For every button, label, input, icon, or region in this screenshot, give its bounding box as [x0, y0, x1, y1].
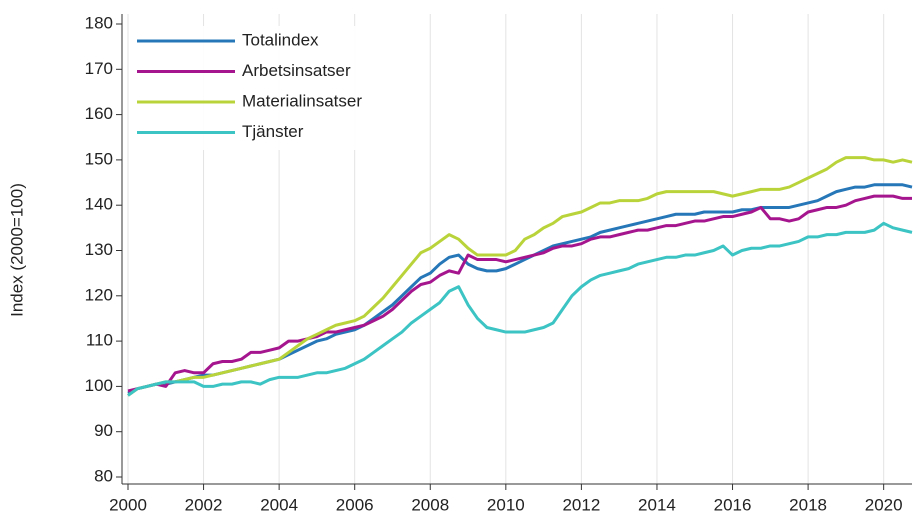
x-tick-label: 2014 [638, 495, 676, 514]
legend-label: Tjänster [242, 122, 304, 141]
y-axis-label: Index (2000=100) [7, 183, 26, 317]
y-tick-label: 120 [85, 285, 113, 304]
x-tick-label: 2000 [109, 495, 147, 514]
series-line [127, 194, 912, 393]
x-tick-label: 2008 [411, 495, 449, 514]
series-line [127, 183, 913, 395]
y-tick-label: 160 [85, 104, 113, 123]
y-tick-label: 150 [85, 149, 113, 168]
series-line [127, 156, 913, 397]
x-tick-label: 2002 [185, 495, 223, 514]
y-tick-label: 90 [94, 421, 113, 440]
y-tick-label: 180 [85, 13, 113, 32]
y-tick-label: 110 [86, 331, 113, 350]
legend-label: Arbetsinsatser [242, 61, 351, 80]
y-tick-label: 80 [94, 466, 113, 485]
y-tick-label: 130 [85, 240, 113, 259]
legend-background [131, 26, 423, 150]
y-tick-label: 140 [85, 195, 113, 214]
x-tick-label: 2018 [789, 495, 827, 514]
x-tick-label: 2010 [487, 495, 525, 514]
legend-label: Materialinsatser [242, 91, 362, 110]
y-tick-label: 170 [85, 59, 113, 78]
x-tick-label: 2020 [865, 495, 903, 514]
legend-label: Totalindex [242, 30, 319, 49]
series-line [127, 221, 913, 397]
y-tick-label: 100 [85, 376, 113, 395]
x-tick-label: 2012 [562, 495, 600, 514]
x-tick-label: 2016 [714, 495, 752, 514]
x-tick-label: 2006 [336, 495, 374, 514]
x-tick-label: 2004 [260, 495, 298, 514]
